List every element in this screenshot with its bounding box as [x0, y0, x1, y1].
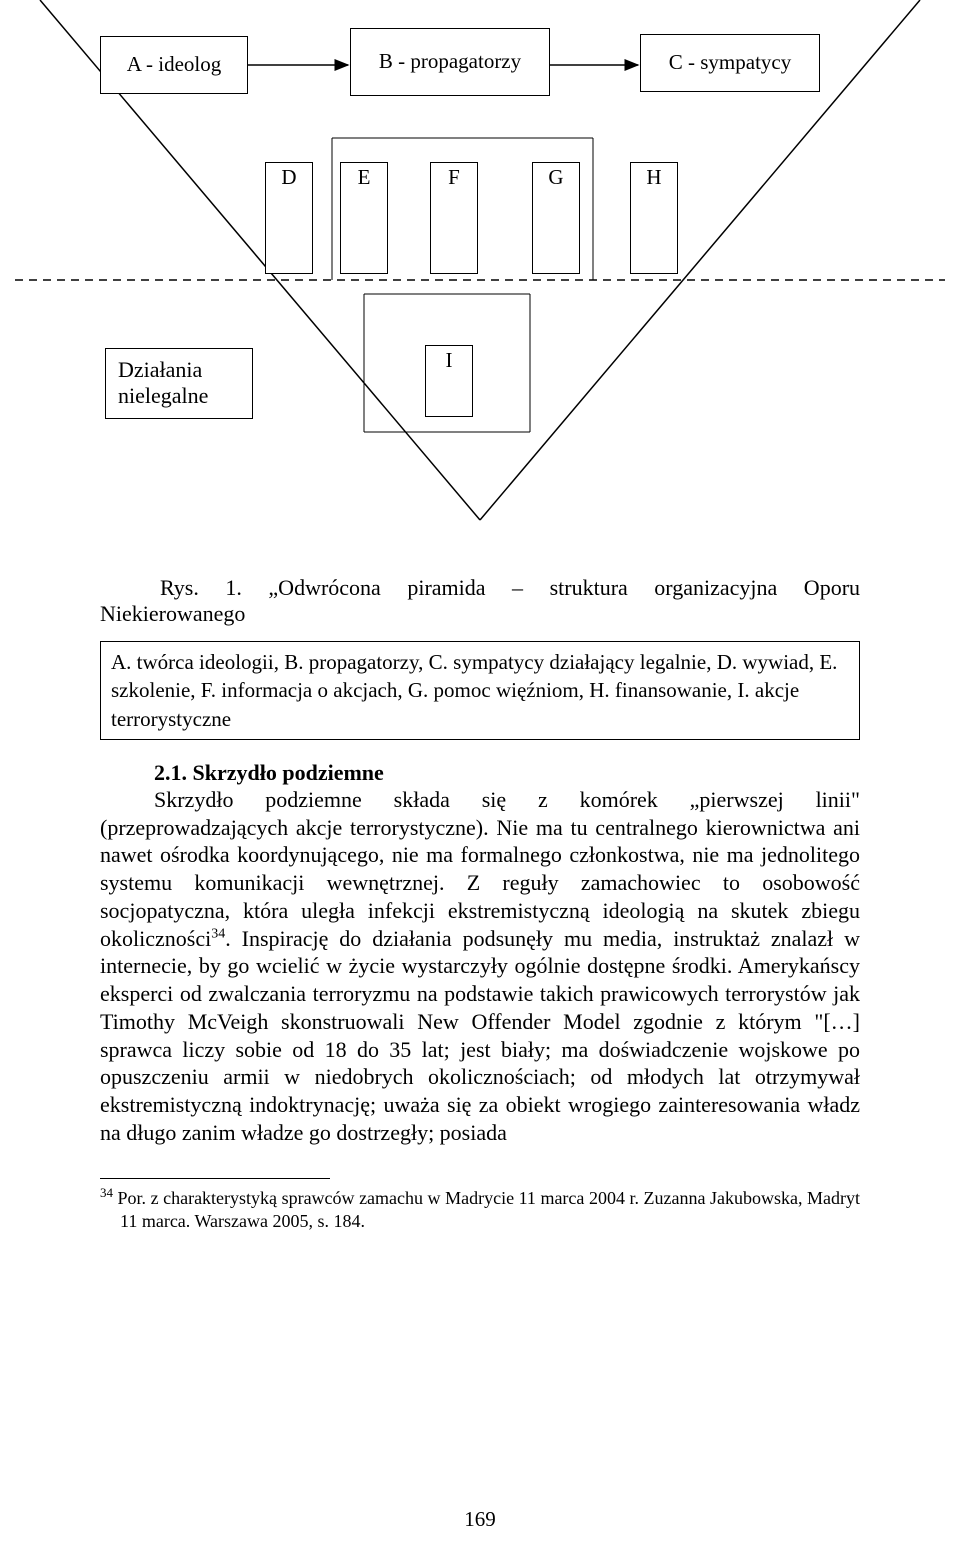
body-tail: . Inspirację do działania podsunęły mu m…	[100, 926, 860, 1145]
figure-caption: Rys. 1. „Odwrócona piramida – struktura …	[100, 575, 860, 627]
node-e-label: E	[358, 165, 371, 190]
footnote-34: 34 Por. z charakterystyką sprawców zamac…	[100, 1185, 860, 1232]
node-i: I	[425, 345, 473, 417]
node-a-label: A - ideolog	[127, 53, 222, 76]
footnote-marker: 34	[100, 1185, 113, 1200]
caption-prefix: Rys. 1.	[160, 575, 242, 600]
node-c-label: C - sympatycy	[669, 51, 791, 74]
footnote-text: Por. z charakterystyką sprawców zamachu …	[118, 1188, 860, 1231]
node-b-label: B - propagatorzy	[379, 50, 521, 73]
page-number: 169	[0, 1507, 960, 1532]
section-title: Skrzydło podziemne	[193, 760, 384, 785]
node-g-label: G	[548, 165, 563, 190]
legend-text: A. twórca ideologii, B. propagatorzy, C.…	[111, 650, 837, 731]
illegal-actions-box: Działania nielegalne	[105, 348, 253, 419]
node-e: E	[340, 162, 388, 274]
node-i-label: I	[446, 348, 453, 373]
footnote-separator	[100, 1178, 330, 1179]
node-d: D	[265, 162, 313, 274]
illegal-line1: Działania	[118, 357, 240, 383]
section-number: 2.1.	[154, 760, 187, 785]
illegal-line2: nielegalne	[118, 383, 240, 409]
node-b: B - propagatorzy	[350, 28, 550, 96]
node-g: G	[532, 162, 580, 274]
section-heading: 2.1. Skrzydło podziemne	[100, 760, 860, 786]
node-a: A - ideolog	[100, 36, 248, 94]
diagram-area: A - ideolog B - propagatorzy C - sympaty…	[0, 0, 960, 560]
legend-box: A. twórca ideologii, B. propagatorzy, C.…	[100, 641, 860, 740]
section-block: 2.1. Skrzydło podziemne	[100, 760, 860, 786]
node-d-label: D	[281, 165, 296, 190]
node-h: H	[630, 162, 678, 274]
node-f: F	[430, 162, 478, 274]
node-h-label: H	[646, 165, 661, 190]
node-c: C - sympatycy	[640, 34, 820, 92]
footnote-ref-34: 34	[211, 926, 225, 941]
body-paragraph: Skrzydło podziemne składa się z komórek …	[100, 786, 860, 1146]
node-f-label: F	[448, 165, 460, 190]
